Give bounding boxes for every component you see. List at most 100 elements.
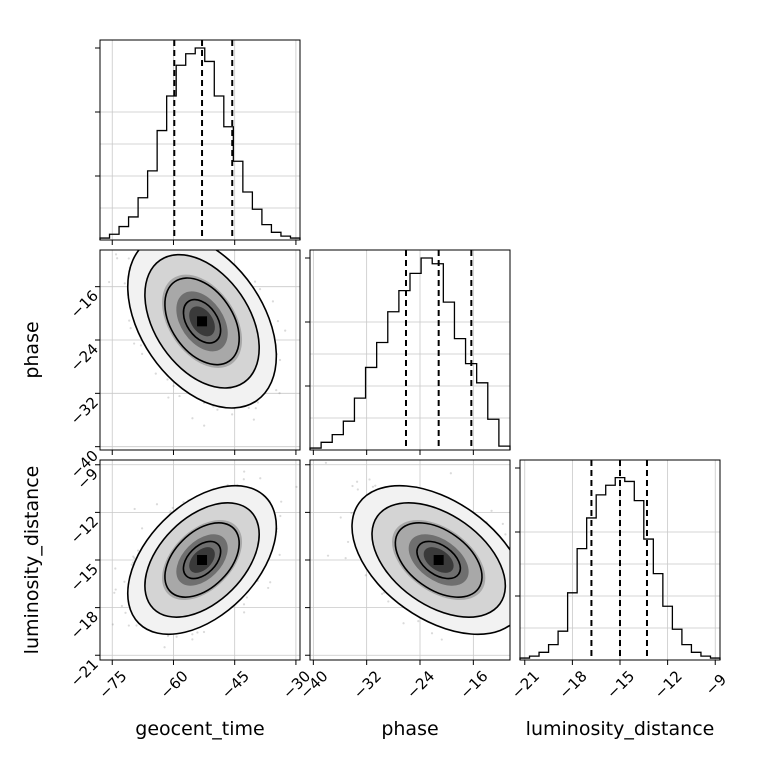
density-peak — [197, 316, 208, 327]
x-tick-label: −60 — [157, 667, 192, 702]
scatter-point — [278, 553, 281, 556]
x-tick-label: −45 — [218, 667, 253, 702]
hist-panel-geocent_time — [95, 39, 301, 241]
x-tick-label: −16 — [456, 667, 491, 702]
scatter-point — [303, 357, 305, 359]
scatter-point — [130, 563, 133, 566]
scatter-point — [133, 342, 136, 345]
hist-panel-luminosity_distance — [515, 459, 721, 661]
scatter-point — [245, 596, 248, 599]
scatter-point — [229, 243, 231, 245]
density-contour — [126, 484, 278, 636]
x-tick-label: −24 — [403, 667, 438, 702]
panel-frame — [309, 249, 511, 451]
panel-content — [100, 240, 305, 450]
panel-frame — [99, 39, 301, 241]
y-tick-label: −12 — [67, 512, 102, 547]
scatter-point — [417, 620, 420, 623]
scatter-point — [517, 610, 519, 612]
y-tick-label: −16 — [67, 287, 102, 322]
scatter-point — [295, 485, 298, 488]
scatter-point — [284, 329, 287, 332]
scatter-point — [173, 247, 175, 249]
y-axis-label: luminosity_distance — [21, 466, 43, 655]
x-axis-label: luminosity_distance — [526, 718, 715, 740]
scatter-point — [123, 580, 126, 583]
density-peak — [433, 555, 444, 565]
scatter-point — [346, 540, 350, 544]
scatter-point — [387, 600, 390, 603]
scatter-point — [124, 611, 127, 614]
scatter-point — [510, 599, 512, 601]
density-peak — [197, 555, 208, 565]
scatter-point — [380, 592, 384, 595]
scatter-point — [356, 488, 359, 491]
scatter-point — [116, 257, 119, 260]
x-tick-label: −75 — [95, 667, 130, 702]
scatter-point — [279, 514, 282, 518]
panel-frame — [99, 249, 301, 451]
scatter-point — [114, 253, 118, 256]
density-contour — [416, 540, 462, 580]
scatter-point — [368, 478, 371, 481]
scatter-yticks-1-0: −40−32−24−16 — [67, 286, 102, 482]
density-contour — [182, 540, 222, 580]
scatter-point — [191, 633, 194, 636]
scatter-point — [139, 241, 141, 243]
scatter-point — [276, 320, 280, 323]
scatter-point — [167, 396, 170, 399]
scatter-point — [155, 503, 159, 506]
scatter-point — [271, 300, 275, 303]
scatter-point — [430, 632, 434, 635]
scatter-point — [191, 638, 194, 641]
scatter-point — [136, 549, 140, 552]
x-tick-label: −21 — [508, 667, 543, 702]
scatter-point — [259, 477, 262, 480]
scatter-point — [355, 480, 359, 483]
scatter-point — [142, 245, 144, 247]
scatter-point — [247, 406, 250, 409]
scatter-point — [267, 586, 270, 590]
scatter-point — [154, 372, 157, 375]
scatter-point — [203, 424, 206, 427]
x-tick-label: −12 — [651, 667, 686, 702]
scatter-point — [490, 509, 493, 512]
density-contour — [394, 522, 483, 598]
density-contour — [371, 502, 507, 618]
scatter-point — [512, 582, 514, 584]
scatter-point — [186, 240, 188, 242]
scatter-point — [371, 485, 375, 488]
scatter-point — [127, 257, 130, 260]
scatter-point — [253, 280, 257, 283]
histogram-step — [309, 257, 511, 450]
scatter-point — [231, 413, 234, 416]
scatter-point — [350, 511, 353, 515]
scatter-xticks-2-1: −40 −32 −24 −16 — [296, 660, 492, 702]
y-tick-label: −15 — [67, 560, 102, 595]
scatter-point — [344, 557, 347, 560]
hist-xticks-luminosity_distance: −21 −18 −15 −12 −9 — [508, 660, 730, 702]
histogram-step — [519, 476, 721, 660]
panel-content — [310, 460, 519, 660]
density-contour — [164, 277, 240, 366]
x-tick-label: −9 — [702, 671, 730, 699]
x-axis-label: phase — [381, 718, 438, 740]
scatter-point — [278, 358, 282, 362]
scatter-point — [160, 243, 162, 245]
scatter-point — [196, 631, 199, 634]
scatter-point — [133, 507, 136, 511]
y-axis-label: phase — [21, 321, 43, 378]
scatter-point — [243, 470, 246, 473]
histogram-step — [99, 47, 301, 240]
scatter-point — [166, 634, 170, 638]
x-tick-label: −18 — [556, 667, 591, 702]
scatter-point — [123, 282, 126, 285]
scatter-point — [210, 241, 212, 243]
scatter-point — [374, 484, 377, 487]
scatter-yticks-2-1 — [305, 464, 310, 656]
x-axis-label: geocent_time — [135, 718, 264, 740]
panel-content — [100, 460, 300, 660]
scatter-point — [129, 327, 132, 330]
scatter-point — [501, 522, 504, 525]
